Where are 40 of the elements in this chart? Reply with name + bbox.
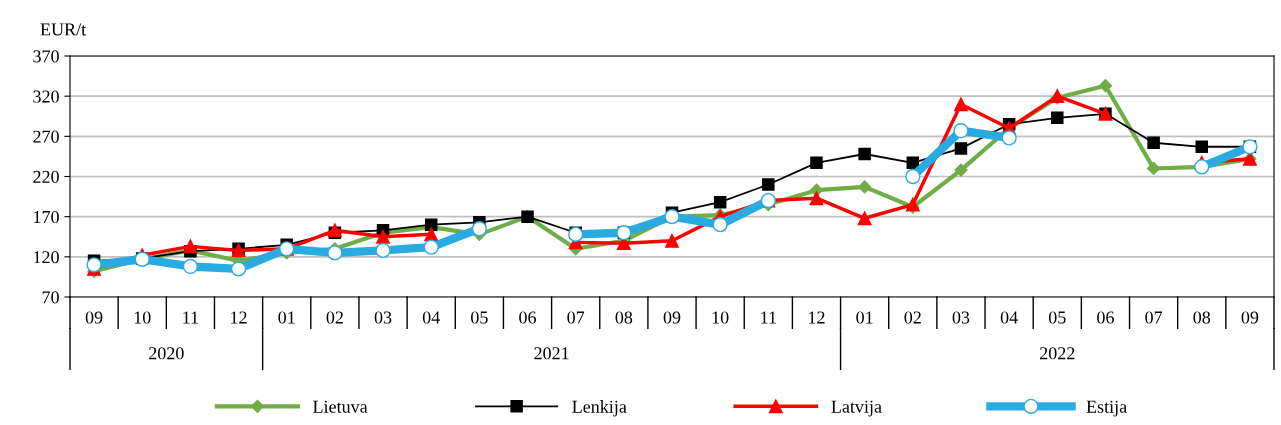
x-tick-label: 06 — [1097, 311, 1114, 324]
y-axis-title: EUR/t — [40, 23, 87, 36]
x-tick-label: 05 — [1048, 311, 1066, 324]
legend-label: Estija — [1086, 400, 1127, 417]
x-tick-label: 07 — [1145, 311, 1163, 324]
x-tick-label: 02 — [326, 311, 343, 324]
y-tick-label: 270 — [33, 130, 59, 143]
text: 2020 — [149, 347, 184, 360]
text: 2021 — [534, 347, 569, 360]
x-tick-label: 05 — [471, 311, 488, 324]
x-tick-label: 09 — [663, 311, 681, 324]
x-tick-label: 10 — [712, 311, 729, 324]
x-tick-label: 06 — [519, 311, 537, 324]
x-tick-label: 01 — [278, 311, 295, 324]
x-tick-label: 12 — [809, 311, 825, 324]
text: 2022 — [1040, 347, 1075, 360]
x-tick-label: 03 — [374, 311, 392, 324]
x-tick-label: 08 — [615, 311, 633, 324]
legend-label: Lenkija — [572, 400, 627, 417]
x-tick-label: 09 — [1241, 311, 1259, 324]
x-tick-label: 07 — [567, 311, 585, 324]
x-tick-label: 01 — [856, 311, 873, 324]
x-tick-label: 04 — [1000, 311, 1018, 324]
x-tick-label: 03 — [952, 311, 970, 324]
x-tick-label: 10 — [134, 311, 151, 324]
y-tick-label: 220 — [33, 170, 59, 183]
x-tick-label: 11 — [761, 311, 776, 324]
y-tick-label: 320 — [33, 90, 59, 103]
y-tick-label: 70 — [42, 291, 59, 304]
x-tick-label: 12 — [231, 311, 247, 324]
x-tick-label: 02 — [904, 311, 921, 324]
x-tick-label: 04 — [422, 311, 440, 324]
y-tick-label: 170 — [34, 210, 59, 224]
y-tick-label: 120 — [34, 251, 59, 264]
x-tick-label: 09 — [85, 311, 103, 324]
legend-label: Lietuva — [313, 400, 368, 413]
x-tick-label: 11 — [183, 311, 199, 324]
x-tick-label: 08 — [1193, 311, 1211, 324]
y-tick-label: 370 — [33, 50, 59, 63]
legend-label: Latvija — [831, 400, 882, 417]
